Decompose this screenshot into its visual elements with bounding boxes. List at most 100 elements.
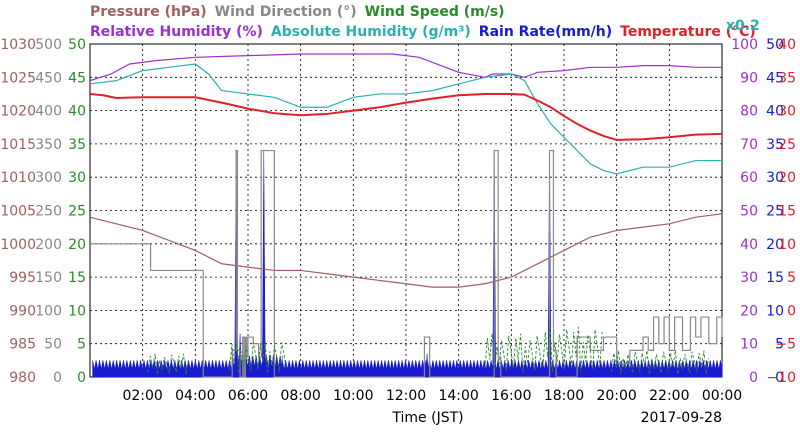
y-tick-label: 25 <box>766 204 784 220</box>
y-tick-label: 200 <box>35 237 62 253</box>
y-tick-label: 60 <box>740 170 758 186</box>
y-tick-label: 15 <box>68 270 86 286</box>
y-tick-label: 50 <box>766 37 784 53</box>
x-tick-label: 02:00 <box>122 388 162 404</box>
series-relative-humidity <box>89 53 722 82</box>
rain-rate-segment <box>92 360 233 378</box>
y-tick-label: 350 <box>35 137 62 153</box>
header-item: Relative Humidity (%) <box>90 24 263 40</box>
y-tick-label: 70 <box>740 137 758 153</box>
x-tick-label: 00:00 <box>702 388 742 404</box>
date-label: 2017-09-28 <box>641 410 722 426</box>
y-tick-label: 1000 <box>0 237 36 253</box>
y-tick-label: 5 <box>787 270 796 286</box>
rain-rate-spike <box>262 150 266 378</box>
y-tick-label: 35 <box>68 137 86 153</box>
abs-humidity-scale-label: x0.2 <box>726 18 760 34</box>
y-tick-label: 0 <box>749 370 758 386</box>
y-tick-label: 0 <box>53 370 62 386</box>
y-tick-label: 1010 <box>0 170 36 186</box>
x-axis-label: Time (JST) <box>391 410 463 426</box>
y-tick-label: 990 <box>9 303 36 319</box>
y-tick-label: 35 <box>766 137 784 153</box>
y-tick-label: 300 <box>35 170 62 186</box>
header-item: Pressure (hPa) <box>90 4 207 20</box>
x-tick-label: 06:00 <box>228 388 268 404</box>
y-tick-label: 985 <box>9 337 36 353</box>
y-tick-label: 30 <box>766 170 784 186</box>
wind-speed-gust <box>610 350 710 375</box>
series-pressure <box>89 213 723 288</box>
y-tick-label: 50 <box>44 337 62 353</box>
y-axes: 9809859909951000100510101015102010251030… <box>0 37 796 386</box>
x-tick-label: 18:00 <box>544 388 584 404</box>
y-tick-label: 0 <box>77 370 86 386</box>
header-item: Temperature (°C) <box>620 24 756 40</box>
y-tick-label: 80 <box>740 104 758 120</box>
wind-speed-gust <box>484 333 543 373</box>
x-tick-label: 22:00 <box>649 388 689 404</box>
wind-speed-gust <box>542 327 603 373</box>
y-tick-label: 35 <box>778 70 796 86</box>
y-tick-label: 10 <box>740 337 758 353</box>
header-item: Wind Speed (m/s) <box>365 4 505 20</box>
y-tick-label: 15 <box>766 270 784 286</box>
rain-rate-spike <box>425 353 429 378</box>
y-tick-label: 25 <box>778 137 796 153</box>
y-tick-label: −10 <box>766 370 796 386</box>
y-tick-label: 1030 <box>0 37 36 53</box>
y-tick-label: 45 <box>68 70 86 86</box>
rain-rate-segment <box>281 360 723 378</box>
y-tick-label: 20 <box>740 303 758 319</box>
x-tick-label: 16:00 <box>491 388 531 404</box>
series-lines <box>89 53 723 378</box>
y-tick-label: 10 <box>68 303 86 319</box>
y-tick-label: 40 <box>68 104 86 120</box>
x-tick-label: 08:00 <box>280 388 320 404</box>
y-tick-label: 30 <box>740 270 758 286</box>
y-tick-label: 1025 <box>0 70 36 86</box>
y-tick-label: 40 <box>740 237 758 253</box>
x-axis: 02:00 04:00 06:00 08:00 10:00 12:00 14:00 16:00… <box>122 388 742 404</box>
y-tick-label: 25 <box>68 204 86 220</box>
y-tick-label: 40 <box>778 37 796 53</box>
y-tick-label: 45 <box>766 70 784 86</box>
chart-header: Pressure (hPa) Wind Direction (°) Wind Spe… <box>90 4 760 40</box>
y-tick-label: 30 <box>778 104 796 120</box>
y-tick-label: 250 <box>35 204 62 220</box>
y-tick-label: 400 <box>35 104 62 120</box>
header-item: Wind Direction (°) <box>215 4 357 20</box>
x-tick-label: 12:00 <box>386 388 426 404</box>
x-tick-label: 04:00 <box>175 388 215 404</box>
y-tick-label: 0 <box>775 370 784 386</box>
x-tick-label: 10:00 <box>333 388 373 404</box>
x-tick-label: 20:00 <box>596 388 636 404</box>
y-tick-label: 10 <box>766 303 784 319</box>
series-temperature <box>89 92 723 141</box>
y-tick-label: 1020 <box>0 104 36 120</box>
y-tick-label: 10 <box>778 237 796 253</box>
y-tick-label: 90 <box>740 70 758 86</box>
wind-speed-gust <box>147 353 189 375</box>
rain-rate-series <box>92 150 723 378</box>
series-absolute-humidity <box>89 63 722 175</box>
y-tick-label: 500 <box>35 37 62 53</box>
header-item: Rain Rate(mm/h) <box>479 24 612 40</box>
header-item: Absolute Humidity (g/m³) <box>271 24 471 40</box>
y-tick-label: 40 <box>766 104 784 120</box>
y-tick-label: 5 <box>77 337 86 353</box>
grid-lines <box>90 44 722 377</box>
y-tick-label: 20 <box>778 170 796 186</box>
y-tick-label: 995 <box>9 270 36 286</box>
y-tick-label: 450 <box>35 70 62 86</box>
y-tick-label: 5 <box>775 337 784 353</box>
y-tick-label: 980 <box>9 370 36 386</box>
header-bottom-row: Relative Humidity (%) Absolute Humidity (… <box>90 24 756 40</box>
y-tick-label: 30 <box>68 170 86 186</box>
series-wind-direction <box>90 149 723 378</box>
y-tick-label: 20 <box>766 237 784 253</box>
header-top-row: Pressure (hPa) Wind Direction (°) Wind Spe… <box>90 4 505 20</box>
y-tick-label: 150 <box>35 270 62 286</box>
y-tick-label: −5 <box>775 337 796 353</box>
